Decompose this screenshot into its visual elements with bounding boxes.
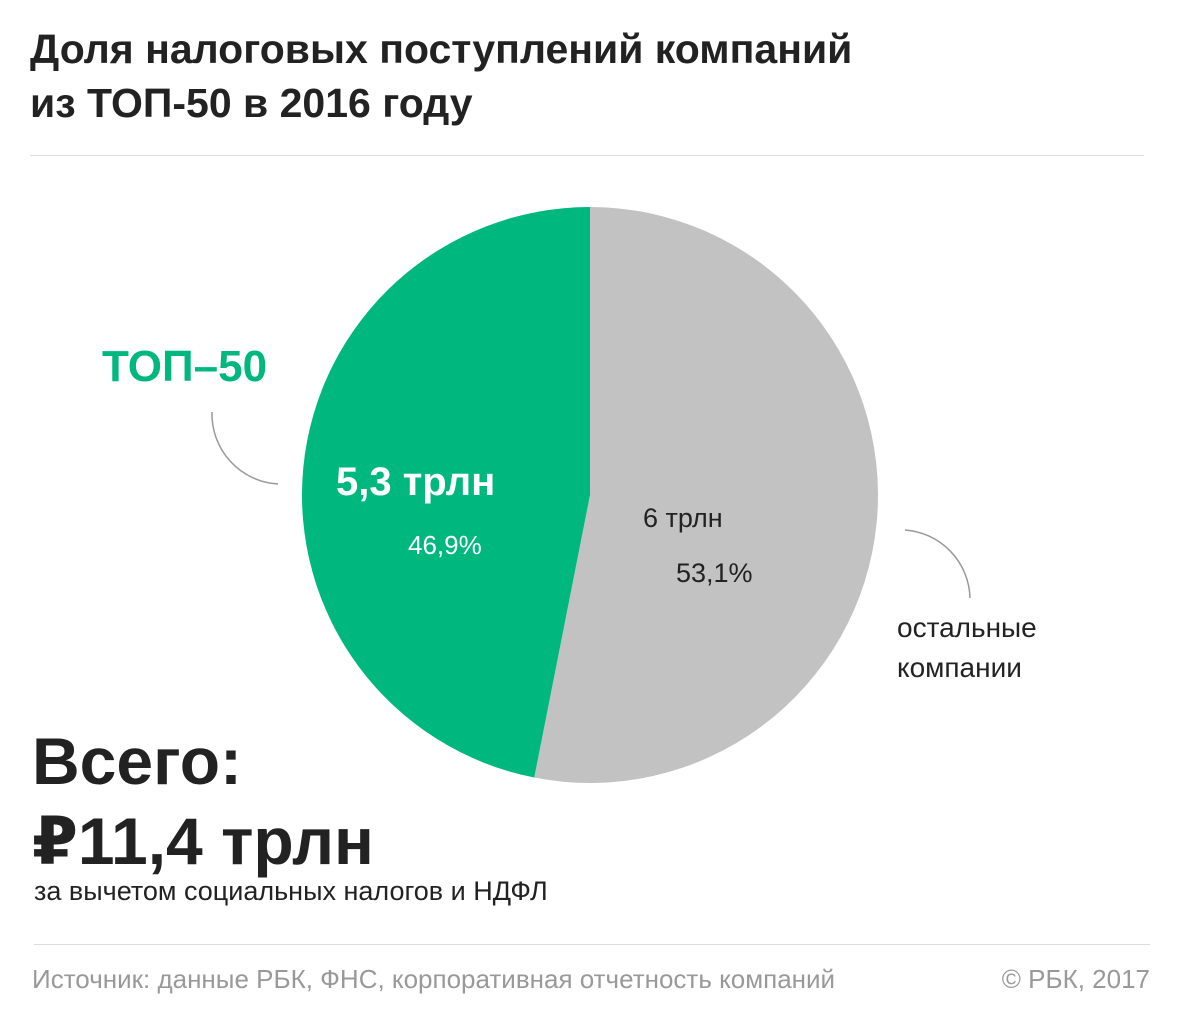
pie-slice (301, 207, 590, 778)
chart-title: Доля налоговых поступлений компаний из Т… (30, 26, 853, 126)
pie-slice (534, 207, 878, 784)
amount-label: 6 трлн (643, 503, 723, 533)
divider (30, 155, 1144, 156)
amount-label: 5,3 трлн (336, 460, 496, 504)
copyright: © РБК, 2017 (1001, 964, 1150, 994)
total-label: Всего: (32, 724, 242, 798)
connector (211, 411, 279, 485)
connector (904, 529, 971, 599)
value-label: 46,9% (408, 530, 482, 560)
value-label: 53,1% (676, 558, 753, 588)
slice-label: остальные компании (897, 612, 1037, 683)
source: Источник: данные РБК, ФНС, корпоративная… (32, 964, 836, 994)
slice-label: ТОП–50 (102, 342, 268, 391)
note: за вычетом социальных налогов и НДФЛ (34, 876, 548, 906)
divider (34, 944, 1150, 945)
total-value: ₽11,4 трлн (32, 804, 374, 878)
